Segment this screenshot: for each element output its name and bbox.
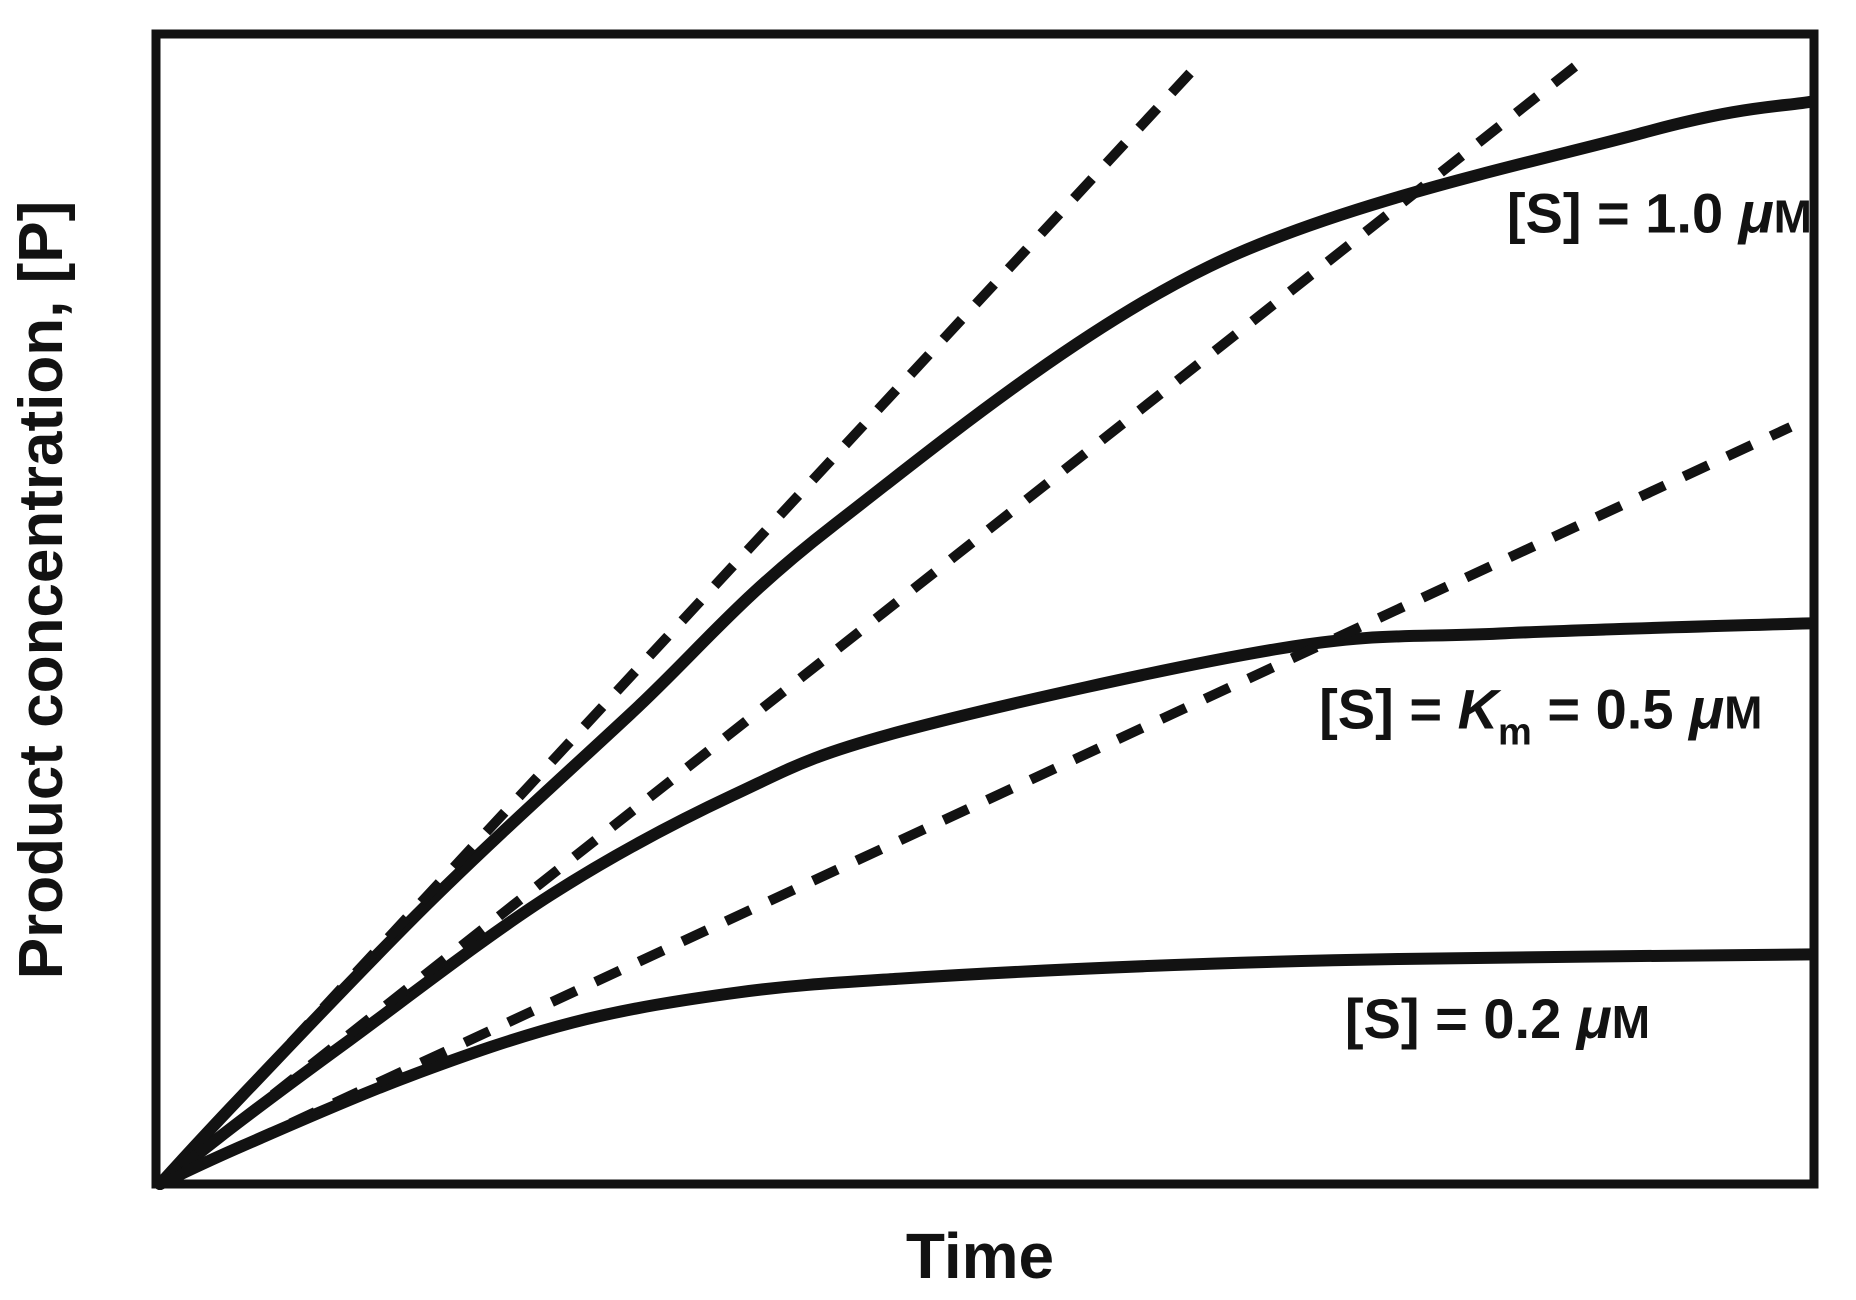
initial-velocity-tangent-0.5uM (156, 60, 1581, 1188)
curve-labels-layer: [S] = 1.0 μM [S] = Km = 0.5 μM [S] = 0.2 μ… (1319, 180, 1812, 1051)
x-axis-label: Time (906, 1220, 1054, 1292)
progress-curve-S-1.0uM (154, 95, 1818, 1190)
plot-frame (151, 29, 1819, 1189)
label-S-1.0uM: [S] = 1.0 μM (1507, 180, 1812, 245)
initial-velocity-tangent-1.0uM (156, 67, 1197, 1188)
initial-velocity-tangent-0.2uM (157, 422, 1793, 1189)
y-axis-label: Product concentration, [P] (7, 201, 76, 979)
label-S-0.2uM: [S] = 0.2 μM (1345, 986, 1650, 1051)
curves-layer (154, 60, 1818, 1190)
label-S-Km-0.5uM: [S] = Km = 0.5 μM (1319, 677, 1762, 754)
